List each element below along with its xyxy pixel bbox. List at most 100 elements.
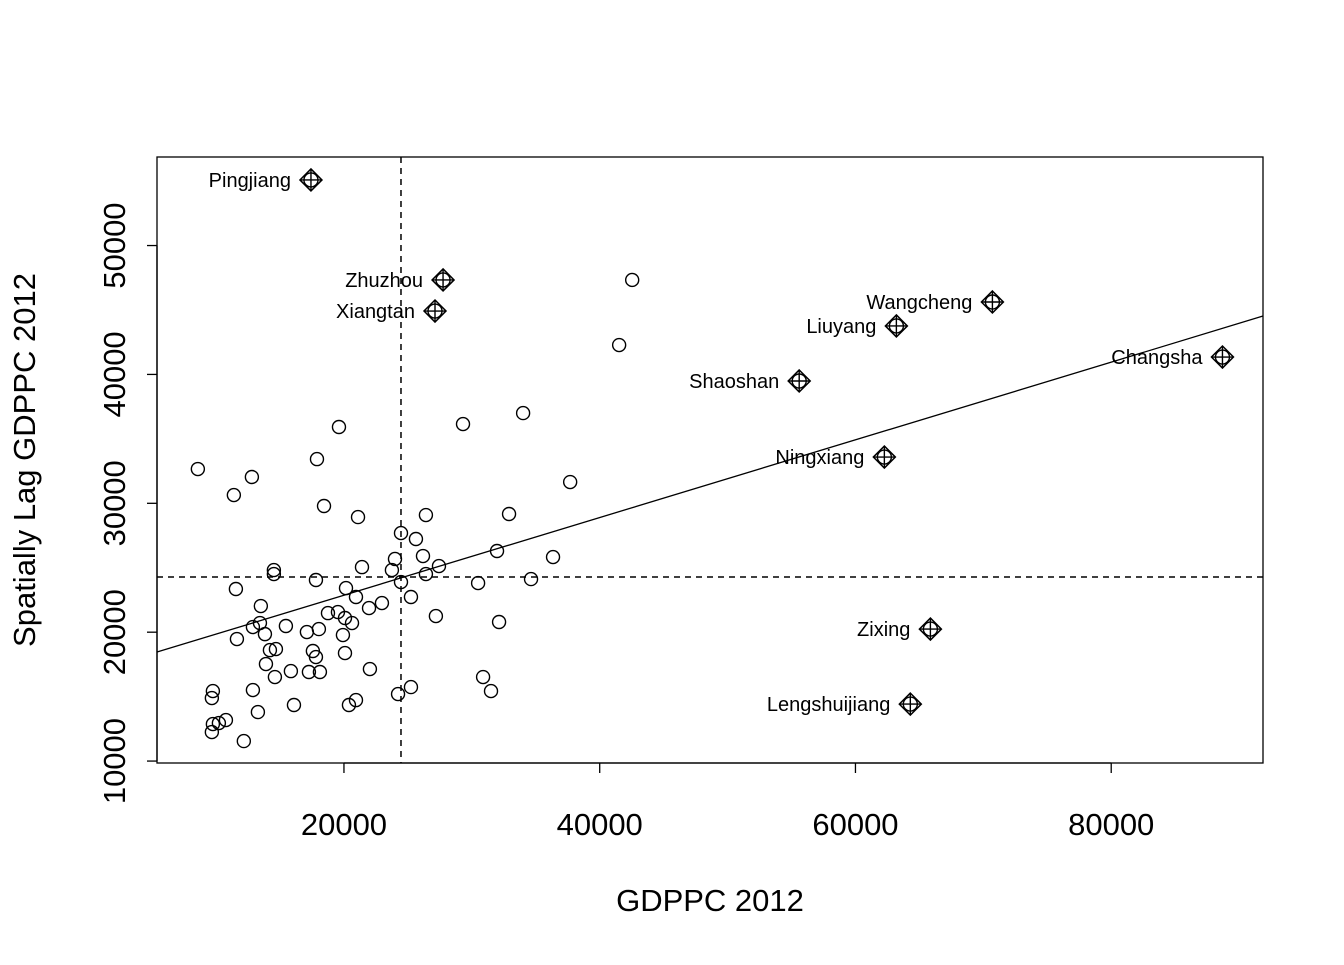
data-point bbox=[331, 419, 347, 435]
y-axis-label: Spatially Lag GDPPC 2012 bbox=[7, 273, 42, 647]
data-point bbox=[611, 337, 627, 353]
plus-marker bbox=[981, 290, 1004, 313]
data-point bbox=[228, 581, 244, 597]
data-point bbox=[204, 724, 220, 740]
data-point bbox=[350, 509, 366, 525]
data-point bbox=[245, 619, 261, 635]
data-point bbox=[624, 272, 640, 288]
data-point bbox=[267, 669, 283, 685]
point-label: Xiangtan bbox=[336, 301, 415, 323]
point-label: Lengshuijiang bbox=[767, 694, 890, 716]
data-point bbox=[308, 649, 324, 665]
data-point bbox=[455, 416, 471, 432]
data-point bbox=[418, 507, 434, 523]
data-point bbox=[431, 558, 447, 574]
data-point bbox=[312, 664, 328, 680]
plus-marker bbox=[788, 369, 811, 392]
point-label: Changsha bbox=[1111, 347, 1203, 369]
x-tick-label: 60000 bbox=[812, 807, 898, 842]
data-point bbox=[258, 656, 274, 672]
data-point bbox=[523, 571, 539, 587]
influential-point: Ningxiang bbox=[775, 444, 897, 470]
data-point bbox=[299, 624, 315, 640]
data-point bbox=[204, 690, 220, 706]
data-point bbox=[337, 645, 353, 661]
influential-point: Changsha bbox=[1111, 344, 1235, 370]
data-point bbox=[316, 498, 332, 514]
y-tick-label: 30000 bbox=[97, 460, 132, 546]
data-point bbox=[262, 642, 278, 658]
data-point bbox=[354, 559, 370, 575]
data-point bbox=[245, 682, 261, 698]
data-point bbox=[283, 663, 299, 679]
data-point bbox=[205, 716, 221, 732]
point-label: Ningxiang bbox=[775, 447, 864, 469]
diamond-marker bbox=[1210, 344, 1235, 370]
data-point bbox=[361, 600, 377, 616]
data-point bbox=[229, 631, 245, 647]
regression-line bbox=[156, 315, 1264, 653]
plus-marker bbox=[424, 300, 447, 323]
data-point bbox=[387, 551, 403, 567]
data-point bbox=[348, 589, 364, 605]
data-point bbox=[515, 405, 531, 421]
data-point bbox=[483, 683, 499, 699]
data-point bbox=[489, 543, 505, 559]
data-point bbox=[341, 697, 357, 713]
data-point bbox=[250, 704, 266, 720]
plus-marker bbox=[432, 268, 455, 291]
plus-marker bbox=[873, 446, 896, 469]
data-point bbox=[501, 506, 517, 522]
data-point bbox=[268, 641, 284, 657]
data-point bbox=[348, 692, 364, 708]
data-point bbox=[475, 669, 491, 685]
data-point bbox=[309, 451, 325, 467]
plus-marker bbox=[885, 314, 908, 337]
data-point bbox=[562, 474, 578, 490]
data-point bbox=[308, 572, 324, 588]
point-label: Liuyang bbox=[806, 316, 876, 338]
data-point bbox=[278, 618, 294, 634]
plus-marker bbox=[919, 618, 942, 641]
data-point bbox=[226, 487, 242, 503]
point-label: Shaoshan bbox=[689, 371, 779, 393]
data-point bbox=[236, 733, 252, 749]
data-point bbox=[491, 614, 507, 630]
diamond-marker bbox=[430, 267, 456, 293]
data-point bbox=[390, 686, 406, 702]
data-point bbox=[428, 608, 444, 624]
data-point bbox=[545, 549, 561, 565]
data-point bbox=[374, 595, 390, 611]
plus-marker bbox=[899, 693, 922, 716]
data-point bbox=[393, 574, 409, 590]
influential-point: Wangcheng bbox=[866, 289, 1005, 315]
data-point bbox=[218, 712, 234, 728]
y-tick-label: 20000 bbox=[97, 589, 132, 675]
point-label: Wangcheng bbox=[866, 292, 972, 314]
data-point bbox=[362, 661, 378, 677]
data-point bbox=[301, 664, 317, 680]
data-point bbox=[286, 697, 302, 713]
data-point bbox=[311, 621, 327, 637]
data-point bbox=[408, 531, 424, 547]
data-point bbox=[403, 679, 419, 695]
data-point bbox=[344, 615, 360, 631]
data-point bbox=[190, 461, 206, 477]
x-tick-label: 40000 bbox=[557, 807, 643, 842]
y-tick-label: 40000 bbox=[97, 331, 132, 417]
data-point bbox=[244, 469, 260, 485]
data-point bbox=[253, 598, 269, 614]
data-point bbox=[266, 562, 282, 578]
y-tick-label: 10000 bbox=[97, 718, 132, 804]
diamond-marker bbox=[298, 167, 324, 193]
point-label: Zhuzhou bbox=[345, 270, 423, 292]
plus-marker bbox=[299, 168, 322, 191]
influential-point: Zhuzhou bbox=[345, 267, 456, 293]
influential-point: Liuyang bbox=[806, 313, 909, 339]
data-point bbox=[403, 589, 419, 605]
data-point bbox=[393, 525, 409, 541]
y-tick-label: 50000 bbox=[97, 202, 132, 288]
data-point bbox=[266, 566, 282, 582]
x-tick-label: 80000 bbox=[1068, 807, 1154, 842]
